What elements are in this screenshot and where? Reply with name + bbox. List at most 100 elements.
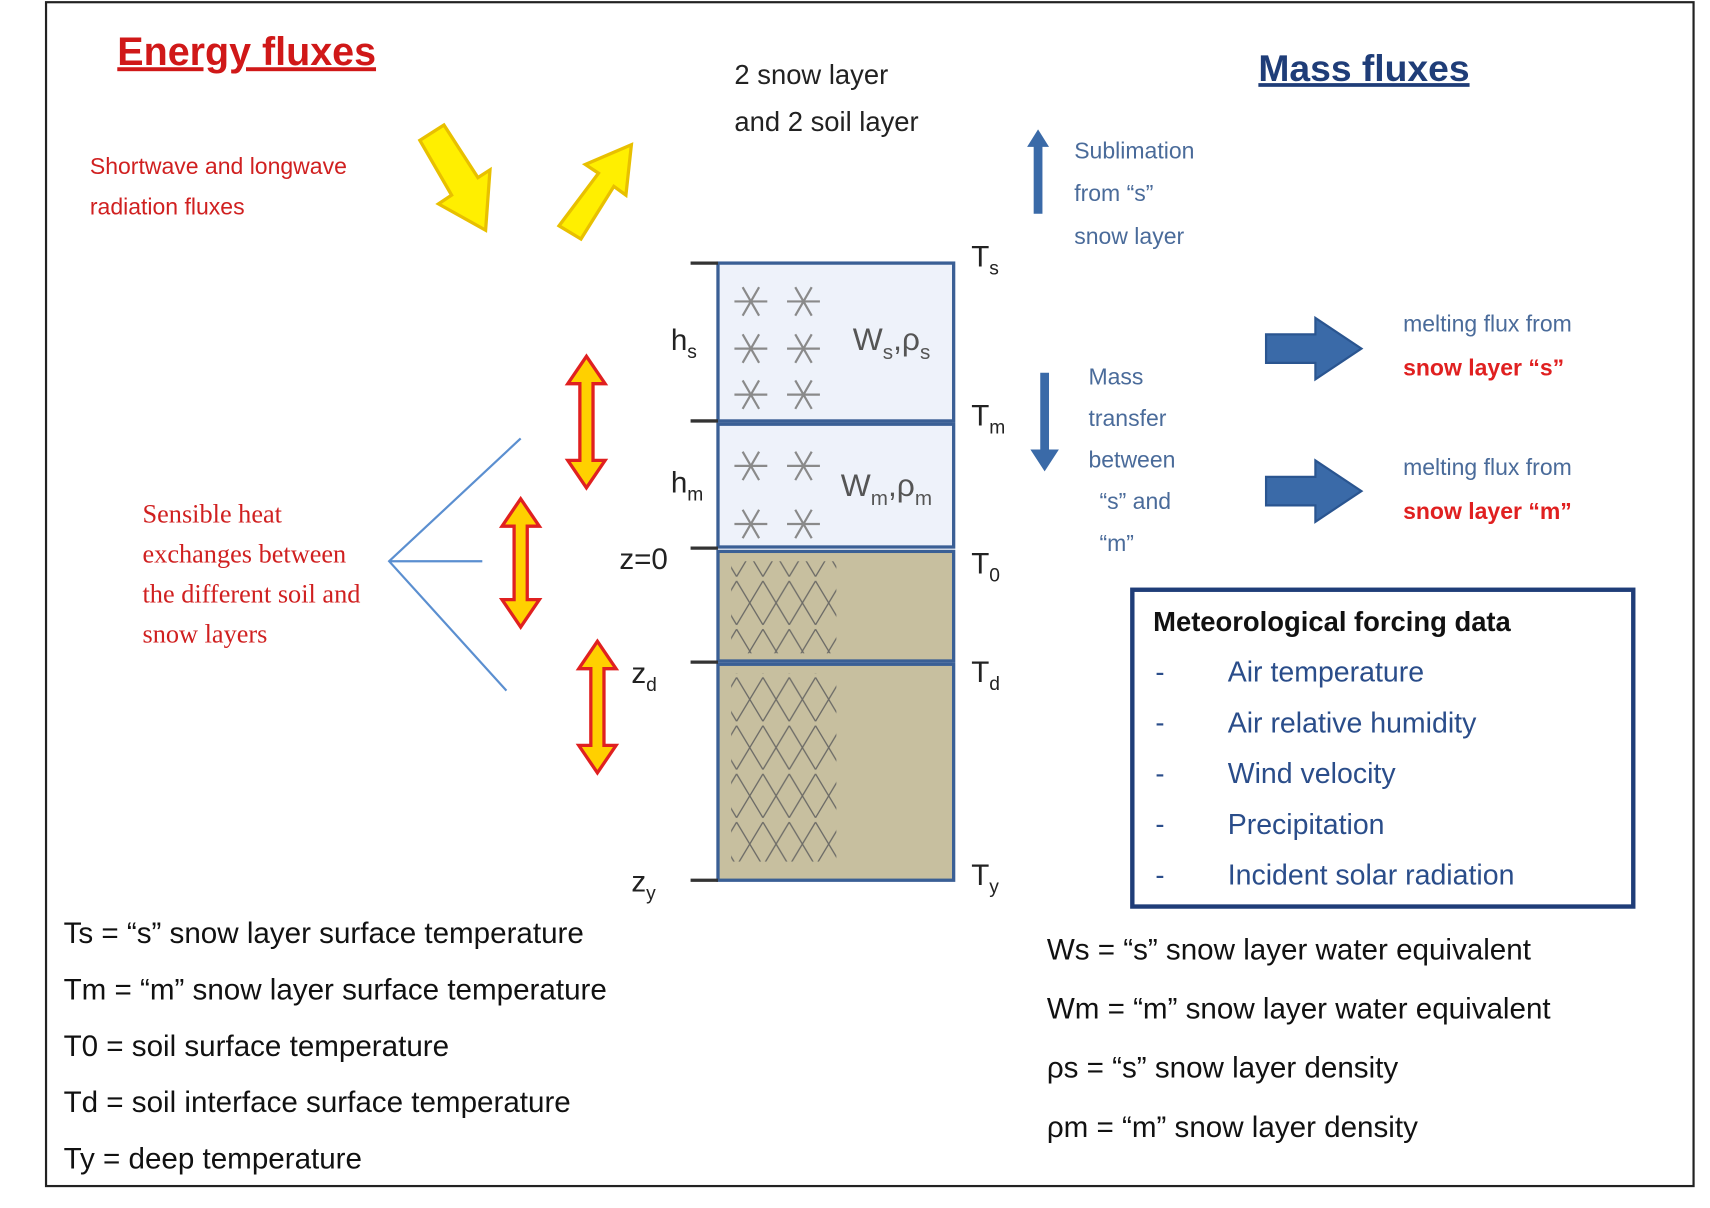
sublimation-label: from “s” <box>1074 180 1153 206</box>
sensible-heat-label: exchanges between <box>143 539 347 568</box>
depth-label: z=0 <box>619 543 668 576</box>
soil-hatch <box>731 561 837 654</box>
temperature-label-sub: s <box>989 258 999 279</box>
mass-title: Mass fluxes <box>1258 47 1469 89</box>
forcing-bullet: - <box>1155 809 1164 840</box>
legend-left-line: Tm = “m” snow layer surface temperature <box>64 973 607 1006</box>
temperature-label-sub: d <box>989 674 1000 695</box>
temperature-label: Td <box>971 656 1000 695</box>
legend-right-line: Wm = “m” snow layer water equivalent <box>1047 992 1551 1025</box>
radiation-arrow-in <box>417 122 492 233</box>
snowflake-stroke <box>794 286 813 317</box>
depth-label-sub: d <box>646 675 657 696</box>
forcing-bullet: - <box>1155 656 1164 687</box>
snowflake-stroke <box>741 451 761 481</box>
layer-label-sub: m <box>915 487 932 510</box>
column-caption: and 2 soil layer <box>734 106 918 137</box>
depth-label-part: h <box>671 466 687 499</box>
melting-label: melting flux from <box>1403 454 1572 480</box>
temperature-label: Ty <box>971 859 999 898</box>
sublimation-label: snow layer <box>1074 223 1184 249</box>
radiation-label: Shortwave and longwave <box>90 153 347 179</box>
legend-right-line: ρm = “m” snow layer density <box>1047 1111 1418 1144</box>
snowflake-stroke <box>741 286 761 317</box>
forcing-title: Meteorological forcing data <box>1153 606 1511 637</box>
pointer-line <box>387 437 522 692</box>
forcing-item: Wind velocity <box>1228 758 1397 790</box>
depth-label-sub: m <box>687 484 703 505</box>
temperature-label: Ts <box>971 241 999 280</box>
mass-transfer-label: “s” and <box>1099 488 1171 514</box>
temperature-label-sub: 0 <box>989 565 1000 586</box>
depth-label-sub: s <box>687 342 697 363</box>
layer-label: Ws,ρs <box>853 321 931 364</box>
snowflake-stroke <box>741 333 761 364</box>
temperature-label-part: T <box>971 547 989 580</box>
snow-layer-m <box>716 422 956 549</box>
melt-arrow <box>1264 315 1364 382</box>
layer-label-part: W <box>841 467 871 503</box>
temperature-label-sub: m <box>989 417 1005 438</box>
temperature-label-part: T <box>971 241 989 274</box>
layer-label: Wm,ρm <box>841 467 932 510</box>
melting-layer-label: snow layer “s” <box>1403 355 1564 381</box>
radiation-label: radiation fluxes <box>90 193 245 219</box>
depth-label-part: z <box>631 657 646 690</box>
sublimation-label: Sublimation <box>1074 137 1194 163</box>
mass-arrows <box>1027 129 1364 524</box>
melt-arrow <box>1264 458 1364 524</box>
pointer-lines <box>387 437 522 692</box>
layer-label-sub: s <box>920 341 930 364</box>
sublimation-arrow <box>1027 129 1050 214</box>
heat-arrows <box>498 353 620 776</box>
forcing-box <box>1130 587 1636 909</box>
layer-label-part: W <box>853 321 883 357</box>
depth-label-part: z <box>631 865 646 898</box>
legend-left-line: T0 = soil surface temperature <box>64 1030 450 1063</box>
heat-arrow <box>498 495 543 630</box>
heat-arrow <box>564 353 609 491</box>
depth-label-part: z=0 <box>619 543 668 576</box>
layer-label-part: ,ρ <box>893 321 920 357</box>
depth-ticks <box>690 261 718 882</box>
layer-label-sub: s <box>883 341 893 364</box>
depth-label-sub: y <box>646 883 656 904</box>
mass-transfer-label: between <box>1088 447 1175 473</box>
forcing-bullet: - <box>1155 707 1164 738</box>
depth-label: zd <box>631 657 657 696</box>
forcing-item: Incident solar radiation <box>1228 860 1515 892</box>
forcing-item: Precipitation <box>1228 809 1385 841</box>
depth-label: zy <box>631 865 656 904</box>
transfer-arrow <box>1030 372 1059 472</box>
forcing-item: Air temperature <box>1228 657 1424 689</box>
snowflake-stroke <box>794 451 813 481</box>
temperature-label-part: T <box>971 399 989 432</box>
snowflake-stroke <box>794 509 813 539</box>
snowflake-stroke <box>741 509 761 539</box>
mass-transfer-label: Mass <box>1088 363 1143 389</box>
legend-left-line: Td = soil interface surface temperature <box>64 1086 571 1119</box>
soil-hatch <box>731 673 837 862</box>
snowflake-stroke <box>794 379 813 410</box>
layer-label-sub: m <box>871 487 888 510</box>
layer-label-part: ,ρ <box>888 467 915 503</box>
sensible-heat-label: the different soil and <box>143 579 361 608</box>
forcing-item: Air relative humidity <box>1228 707 1477 739</box>
legend-left-line: Ts = “s” snow layer surface temperature <box>64 917 584 950</box>
legend-right-line: Ws = “s” snow layer water equivalent <box>1047 933 1531 966</box>
temperature-label-part: T <box>971 859 989 892</box>
forcing-bullet: - <box>1155 758 1164 789</box>
sensible-heat-label: Sensible heat <box>143 499 283 528</box>
forcing-bullet: - <box>1155 859 1164 890</box>
mass-transfer-label: transfer <box>1088 405 1166 431</box>
heat-arrow <box>575 638 620 776</box>
depth-label: hm <box>671 466 703 505</box>
snowflake-stroke <box>794 333 813 364</box>
energy-title: Energy fluxes <box>117 30 376 74</box>
temperature-label-sub: y <box>989 877 999 898</box>
mass-transfer-label: “m” <box>1099 530 1133 556</box>
snowflakes <box>734 286 820 539</box>
sensible-heat-label: snow layers <box>143 619 268 648</box>
melting-layer-label: snow layer “m” <box>1403 498 1572 524</box>
